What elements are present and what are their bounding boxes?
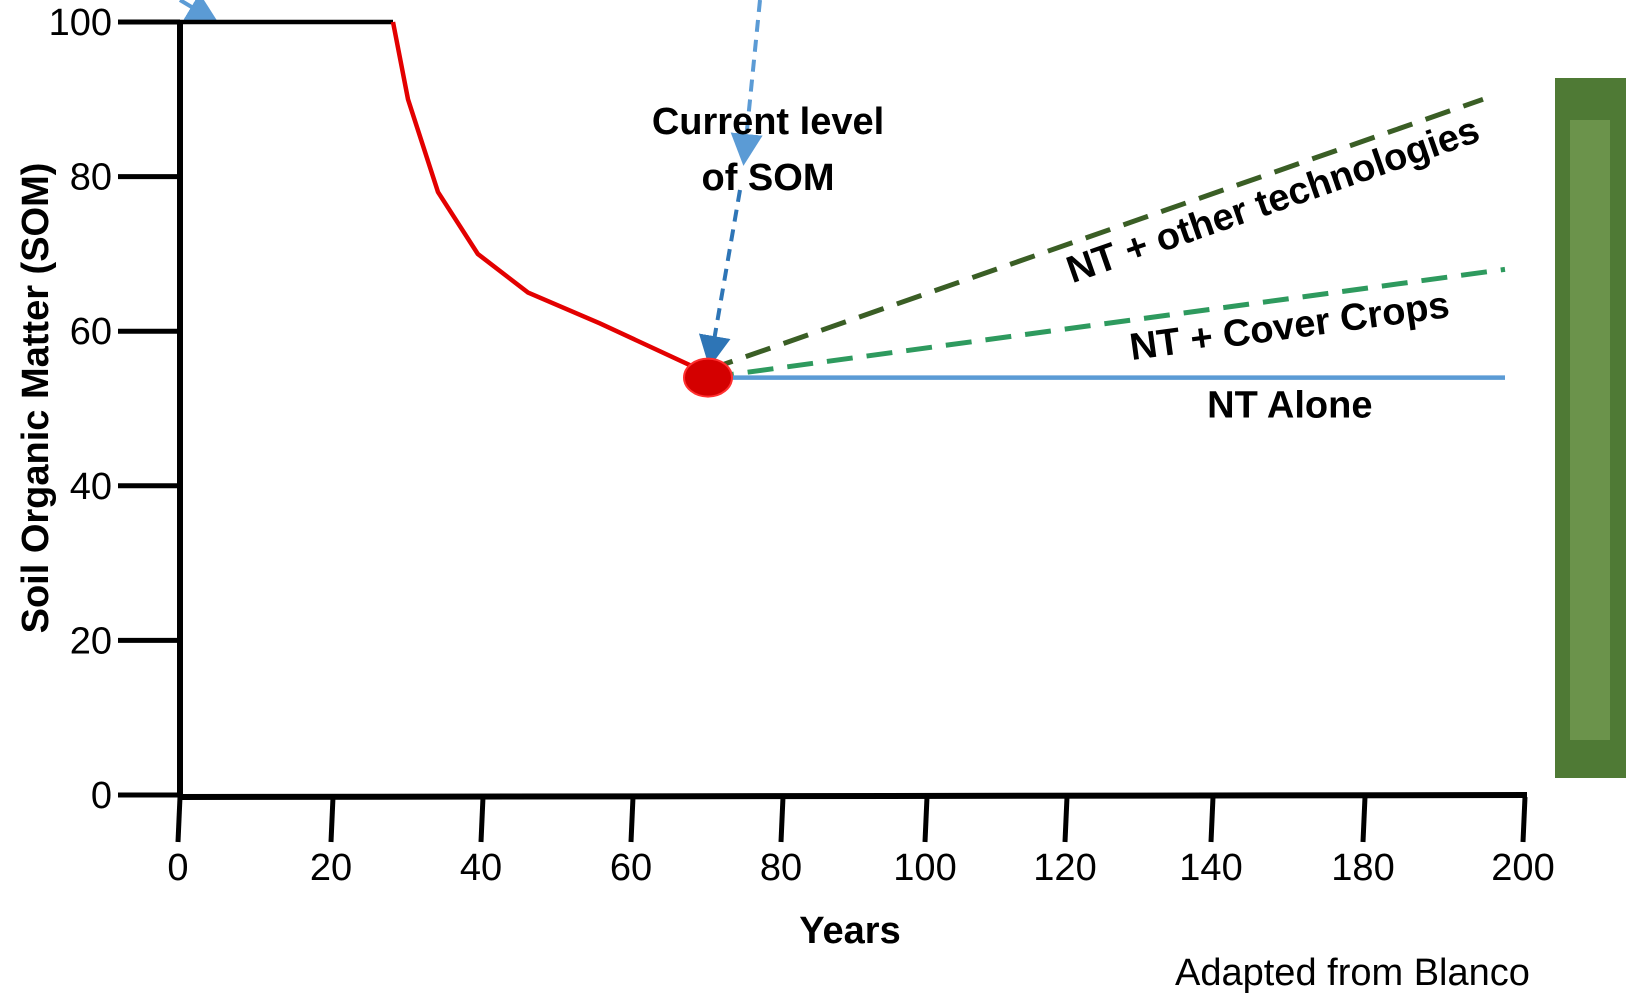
arrow xyxy=(730,0,763,166)
x-tick-label: 180 xyxy=(1331,847,1394,889)
x-tick xyxy=(1062,796,1070,843)
x-tick xyxy=(175,796,183,843)
annotation: Current level xyxy=(652,101,884,143)
x-tick xyxy=(628,796,636,843)
series-line xyxy=(707,96,1484,373)
photo-detail xyxy=(1570,120,1610,740)
x-tick-label: 20 xyxy=(310,847,352,889)
y-tick-label: 100 xyxy=(49,2,112,44)
y-tick-label: 60 xyxy=(70,311,112,353)
x-tick-label: 100 xyxy=(893,847,956,889)
x-tick-label: 120 xyxy=(1033,847,1096,889)
x-tick xyxy=(1360,796,1368,843)
x-tick-label: 80 xyxy=(760,847,802,889)
current-point xyxy=(683,357,733,398)
x-axis xyxy=(179,792,1528,800)
series-label: NT + other technologies xyxy=(1061,109,1484,292)
y-tick-label: 40 xyxy=(70,466,112,508)
series-line xyxy=(707,266,1506,381)
y-tick-label: 0 xyxy=(91,775,112,817)
x-tick xyxy=(478,796,486,843)
y-tick-label: 20 xyxy=(70,620,112,662)
x-tick xyxy=(778,796,786,843)
x-tick-label: 0 xyxy=(167,847,188,889)
y-axis-title: Soil Organic Matter (SOM) xyxy=(15,163,57,634)
x-tick xyxy=(328,796,336,843)
series-label: NT + Cover Crops xyxy=(1127,284,1452,369)
x-tick xyxy=(1520,796,1528,843)
x-tick-label: 40 xyxy=(460,847,502,889)
arrow xyxy=(178,0,219,24)
series-label: NT Alone xyxy=(1207,385,1372,427)
x-tick-label: 200 xyxy=(1491,847,1554,889)
source: Adapted from Blanco xyxy=(1175,952,1530,994)
x-tick xyxy=(922,796,930,843)
y-tick-label: 80 xyxy=(70,157,112,199)
x-tick xyxy=(1208,796,1216,843)
series-line xyxy=(390,21,710,380)
annotation: of SOM xyxy=(702,157,835,199)
x-axis-title: Years xyxy=(799,910,900,952)
x-tick-label: 140 xyxy=(1179,847,1242,889)
arrow xyxy=(698,189,742,368)
x-tick-label: 60 xyxy=(610,847,652,889)
